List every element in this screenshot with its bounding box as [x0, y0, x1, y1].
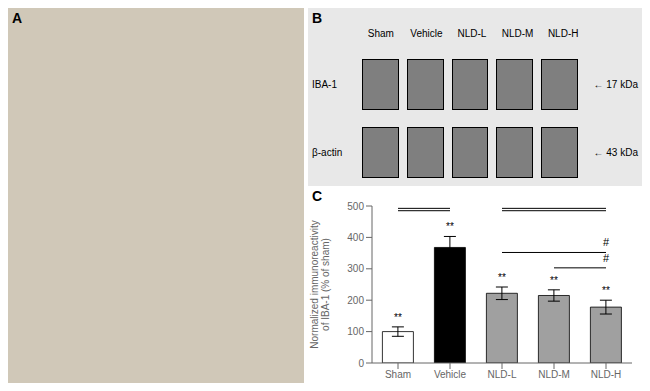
svg-text:Vehicle: Vehicle [434, 369, 467, 380]
html-text:A: A [12, 10, 23, 26]
svg-text:100: 100 [347, 326, 364, 337]
html-text:Vehicle: Vehicle [410, 28, 443, 39]
svg-text:300: 300 [347, 263, 364, 274]
svg-text:0: 0 [358, 358, 364, 369]
svg-text:**: ** [550, 275, 558, 286]
html-text:C: C [312, 188, 323, 204]
svg-text:Sham: Sham [385, 369, 411, 380]
svg-text:**: ** [498, 272, 506, 283]
svg-text:200: 200 [347, 295, 364, 306]
svg-text:#: # [603, 252, 610, 264]
svg-text:NLD-H: NLD-H [591, 369, 622, 380]
svg-text:**: ** [602, 285, 610, 296]
svg-text:500: 500 [347, 201, 364, 212]
html-text:← 17 kDa: ← 17 kDa [593, 78, 638, 90]
svg-text:**: ** [394, 312, 402, 323]
svg-text:400: 400 [347, 232, 364, 243]
html-text:β-actin: β-actin [312, 146, 343, 158]
html-text:Sham: Sham [367, 28, 394, 39]
html-text:NLD-H: NLD-H [547, 28, 579, 39]
svg-text:#: # [603, 236, 610, 248]
svg-text:NLD-L: NLD-L [488, 369, 517, 380]
html-text:B: B [312, 10, 323, 26]
svg-text:**: ** [446, 221, 454, 232]
html-text:← 43 kDa: ← 43 kDa [593, 146, 638, 158]
svg-text:Normalized immunoreactivityof: Normalized immunoreactivityof IBA-1 (% o… [309, 220, 331, 348]
svg-text:NLD-M: NLD-M [538, 369, 570, 380]
html-text:NLD-L: NLD-L [457, 28, 487, 39]
html-text:IBA-1: IBA-1 [312, 78, 337, 90]
html-text:NLD-M: NLD-M [501, 28, 534, 39]
